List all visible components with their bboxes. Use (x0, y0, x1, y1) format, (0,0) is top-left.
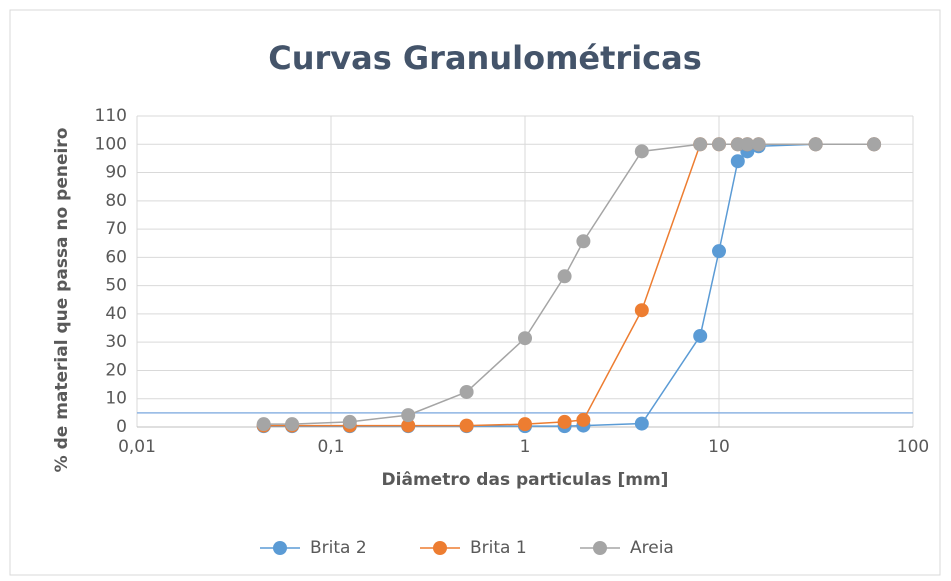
data-point (576, 234, 591, 249)
x-tick-label: 1 (520, 437, 531, 457)
y-tick-label: 0 (116, 417, 127, 437)
data-point (634, 416, 649, 431)
data-point (342, 414, 357, 429)
series-line (263, 143, 875, 427)
data-point (576, 412, 591, 427)
y-tick-label: 40 (105, 304, 127, 324)
data-point (808, 137, 823, 152)
data-point (285, 417, 300, 432)
y-tick-label: 110 (95, 106, 127, 126)
data-point (401, 408, 416, 423)
chart-title: Curvas Granulométricas (268, 39, 702, 77)
x-tick-label: 100 (897, 437, 929, 457)
data-point (740, 137, 755, 152)
x-axis-label: Diâmetro das particulas [mm] (382, 470, 669, 490)
y-tick-label: 80 (105, 191, 127, 211)
legend-marker (273, 541, 287, 555)
y-tick-label: 50 (105, 276, 127, 296)
data-point (634, 144, 649, 159)
y-tick-label: 30 (105, 332, 127, 352)
data-point (557, 414, 572, 429)
data-point (712, 137, 726, 152)
data-point (256, 417, 271, 432)
y-tick-label: 90 (105, 163, 127, 183)
data-point (730, 154, 745, 169)
series-line (263, 143, 875, 425)
y-tick-label: 100 (95, 134, 127, 154)
y-tick-label: 10 (105, 389, 127, 409)
chart-border (9, 9, 941, 576)
data-point (401, 418, 416, 433)
legend-marker (593, 541, 607, 555)
data-point (867, 137, 882, 152)
y-tick-label: 60 (105, 247, 127, 267)
data-point (634, 303, 649, 318)
y-axis-label: % de material que passa no peneiro (52, 128, 72, 473)
data-point (459, 418, 474, 433)
data-point (518, 331, 532, 346)
x-tick-label: 0,1 (317, 437, 344, 457)
data-point (557, 269, 572, 284)
data-point (693, 328, 708, 343)
data-point (459, 384, 474, 399)
legend-label: Brita 2 (310, 538, 367, 558)
legend-label: Areia (630, 538, 674, 558)
data-point (751, 137, 766, 152)
legend-label: Brita 1 (470, 538, 527, 558)
x-tick-label: 0,01 (118, 437, 156, 457)
x-tick-label: 10 (708, 437, 730, 457)
data-point (712, 244, 726, 259)
data-point (518, 417, 532, 432)
y-tick-label: 20 (105, 360, 127, 380)
data-point (693, 137, 708, 152)
y-tick-label: 70 (105, 219, 127, 239)
legend-marker (433, 541, 447, 555)
